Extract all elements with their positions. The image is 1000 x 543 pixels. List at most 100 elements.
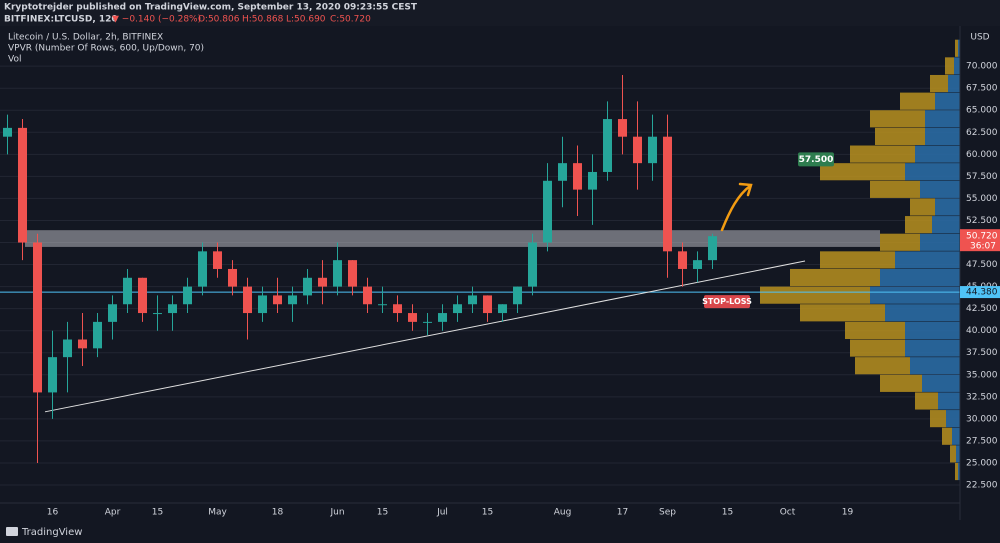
profile-up: [905, 163, 960, 181]
candle-body: [18, 127, 27, 243]
candle-body: [93, 321, 102, 349]
candle-body: [543, 180, 552, 243]
profile-up: [905, 339, 960, 357]
candle-body: [513, 286, 522, 305]
candle-body: [438, 313, 447, 322]
profile-up: [956, 445, 960, 463]
candle-body: [423, 321, 432, 323]
candle-body: [678, 251, 687, 269]
candle-body: [33, 242, 42, 393]
candle-body: [483, 295, 492, 314]
candle-body: [648, 136, 657, 164]
y-tick-label: 60.000: [966, 150, 998, 160]
candle-body: [108, 304, 117, 322]
y-tick-label: 47.500: [966, 260, 998, 270]
y-tick-label: 35.000: [966, 370, 998, 380]
candle-body: [618, 119, 627, 137]
x-tick-label: 18: [272, 508, 284, 518]
last-price-label: 50.720: [966, 232, 998, 242]
y-tick-label: 25.000: [966, 458, 998, 468]
candle-body: [123, 277, 132, 305]
y-tick-label: 27.500: [966, 436, 998, 446]
profile-down: [850, 339, 905, 357]
publisher: Kryptotrejder published on TradingView.c…: [4, 3, 418, 13]
profile-down: [845, 321, 905, 340]
candle-body: [468, 295, 477, 305]
profile-down: [930, 410, 946, 428]
candle-body: [243, 286, 252, 314]
poc-tag: [798, 152, 834, 167]
stop-loss-text: STOP-LOSS: [702, 297, 752, 306]
profile-down: [875, 127, 925, 146]
profile-up: [925, 127, 960, 146]
profile-up: [870, 286, 960, 304]
ohlc-close: C:50.720: [330, 15, 371, 25]
profile-up: [954, 57, 960, 75]
x-tick-label: May: [208, 508, 227, 518]
profile-up: [885, 304, 960, 322]
x-tick-label: 15: [722, 508, 733, 518]
candle-body: [408, 313, 417, 322]
y-tick-label: 30.000: [966, 414, 998, 424]
profile-up: [935, 92, 960, 110]
profile-down: [855, 357, 910, 375]
change: ▼ −0.140 (−0.28%): [112, 15, 201, 25]
profile-up: [946, 410, 960, 428]
candle-body: [273, 295, 282, 305]
candle-body: [663, 136, 672, 252]
candle-body: [393, 304, 402, 314]
ohlc-low: L:50.690: [286, 15, 326, 25]
profile-down: [820, 251, 895, 269]
profile-up: [895, 251, 960, 269]
profile-down: [820, 163, 905, 181]
profile-up: [905, 321, 960, 340]
profile-down: [900, 92, 935, 110]
x-tick-label: Jul: [436, 508, 448, 518]
candle-body: [498, 304, 507, 314]
y-tick-label: 67.500: [966, 84, 998, 94]
profile-down: [955, 462, 958, 481]
x-tick-label: 16: [47, 508, 59, 518]
x-tick-label: 19: [842, 508, 854, 518]
profile-down: [800, 304, 885, 322]
profile-down: [790, 268, 880, 287]
profile-up: [938, 392, 960, 410]
candle-body: [573, 163, 582, 190]
x-tick-label: 15: [377, 508, 388, 518]
candle-body: [318, 277, 327, 287]
profile-down: [955, 39, 958, 57]
profile-down: [880, 374, 922, 392]
candle-body: [78, 339, 87, 349]
candle-body: [288, 295, 297, 305]
profile-down: [950, 445, 956, 463]
candle-body: [603, 119, 612, 172]
header-bar: [0, 0, 1000, 26]
candle-body: [183, 286, 192, 305]
last-price-tag: [960, 229, 1000, 252]
profile-down: [870, 110, 925, 128]
x-tick-label: Aug: [554, 508, 572, 518]
y-tick-label: 65.000: [966, 106, 998, 116]
profile-down: [760, 286, 870, 304]
x-tick-label: Sep: [659, 508, 676, 518]
y-tick-label: 42.500: [966, 304, 998, 314]
ohlc-open: O:50.806: [198, 15, 240, 25]
currency: USD: [970, 33, 989, 43]
candle-body: [228, 268, 237, 287]
footer-logo: [6, 527, 18, 536]
profile-down: [942, 427, 952, 445]
y-tick-label: 70.000: [966, 62, 998, 72]
y-tick-label: 52.500: [966, 216, 998, 226]
candle-body: [708, 236, 717, 261]
ohlc-high: H:50.868: [242, 15, 284, 25]
symbol: BITFINEX:LTCUSD, 120: [4, 15, 118, 25]
profile-up: [920, 233, 960, 251]
x-tick-label: 15: [152, 508, 163, 518]
profile-up: [880, 268, 960, 287]
profile-up: [958, 39, 960, 57]
profile-up: [922, 374, 960, 392]
profile-down: [905, 216, 932, 234]
candle-body: [258, 295, 267, 314]
